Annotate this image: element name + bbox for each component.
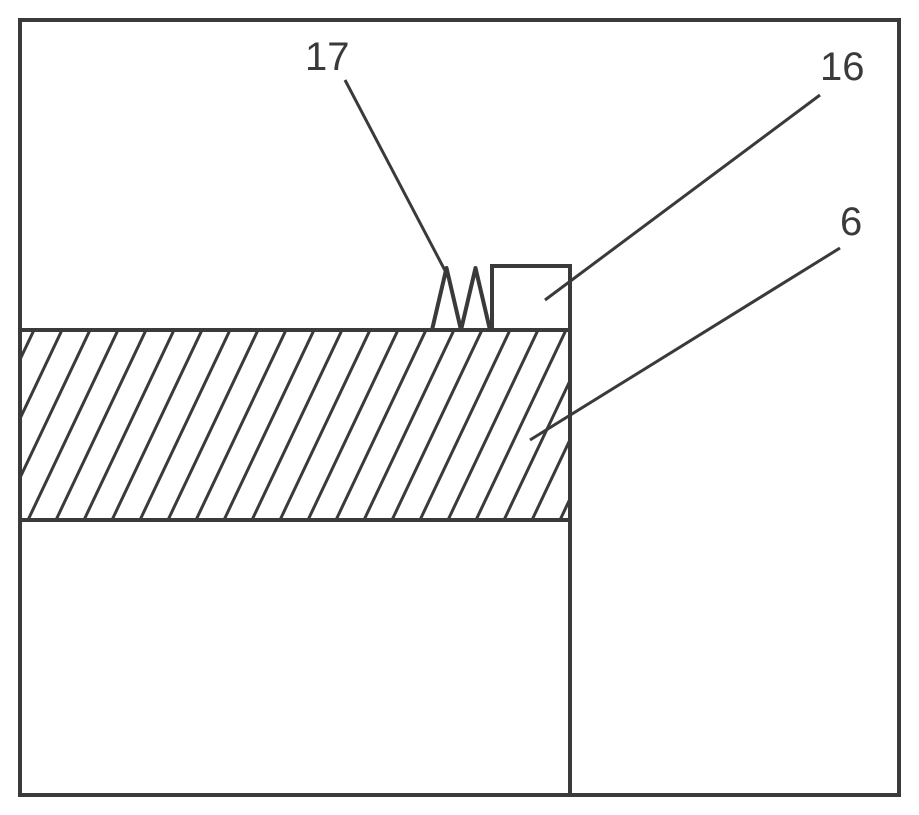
block-16: [492, 266, 570, 330]
label-l17-leader: [345, 80, 450, 280]
label-l16-leader: [545, 95, 820, 300]
diagram-canvas: 17 16 6: [0, 0, 919, 815]
label-l17-label: 17: [305, 35, 350, 79]
hatched-region: [0, 330, 706, 520]
label-l16-label: 16: [820, 45, 865, 89]
label-l6-label: 6: [840, 200, 862, 244]
spring-17: [432, 268, 490, 330]
